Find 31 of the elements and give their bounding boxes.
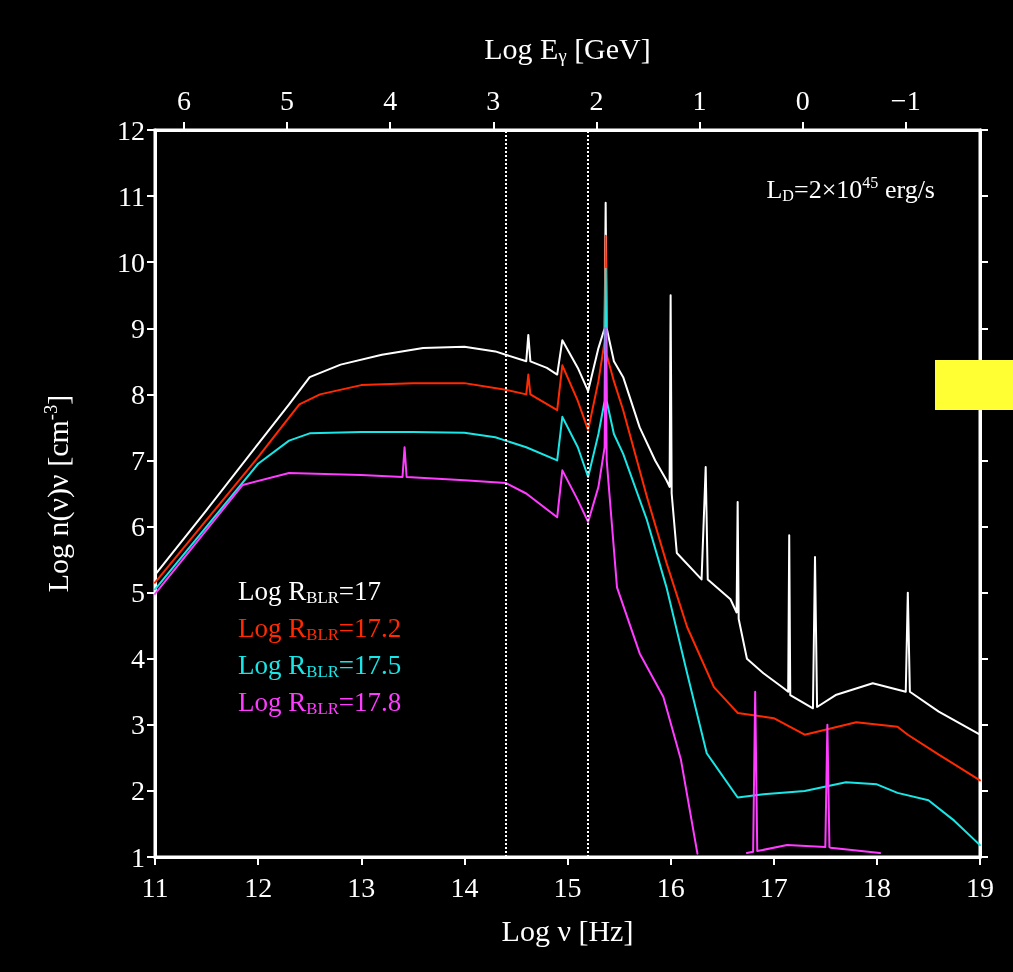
x2-tick-label: 2: [589, 84, 604, 116]
x-tick-label: 16: [656, 871, 685, 903]
x2-tick-label: 3: [486, 84, 501, 116]
x-tick-label: 12: [244, 871, 273, 903]
y-tick-label: 2: [131, 775, 145, 807]
x2-tick-label: 4: [383, 84, 398, 116]
x2-tick-label: 0: [795, 84, 810, 116]
y-axis-title: Log n(ν)ν [cm-3]: [39, 394, 75, 593]
y-tick-label: 12: [117, 114, 145, 146]
y-tick-label: 9: [131, 312, 145, 344]
x-axis-title: Log ν [Hz]: [501, 913, 634, 947]
x-tick-label: 13: [347, 871, 376, 903]
x-tick-label: 18: [862, 871, 891, 903]
y-tick-label: 10: [117, 246, 145, 278]
y-tick-label: 5: [131, 577, 145, 609]
x2-tick-label: 5: [280, 84, 294, 116]
y-tick-label: 4: [131, 643, 145, 675]
x2-tick-label: 6: [176, 84, 191, 116]
line-series: [154, 267, 981, 847]
y-tick-label: 3: [131, 709, 145, 741]
y-tick-label: 11: [118, 180, 145, 212]
x-tick-label: 19: [966, 871, 994, 903]
y-tick-label: 6: [131, 511, 145, 543]
x-tick-label: 17: [759, 871, 788, 903]
y-tick-label: 7: [131, 444, 145, 476]
y-tick-label: 8: [131, 378, 145, 410]
x-tick-label: 14: [450, 871, 479, 903]
x2-tick-label: 1: [692, 84, 707, 116]
x2-tick-label: −1: [890, 84, 921, 116]
y-tick-label: 1: [131, 841, 145, 873]
x-tick-label: 15: [553, 871, 582, 903]
